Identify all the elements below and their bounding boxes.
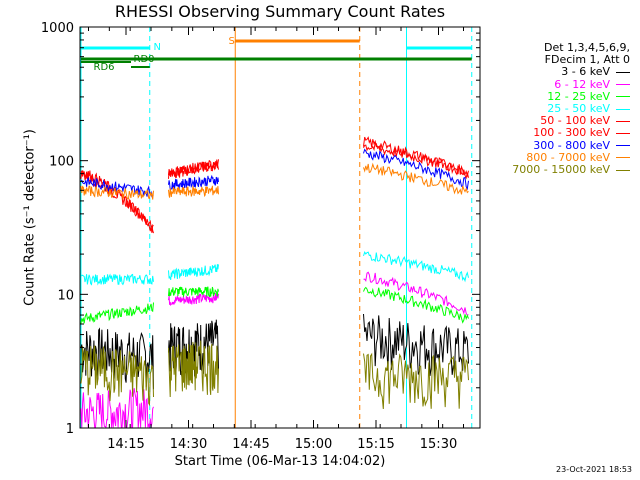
series-trace (168, 174, 219, 191)
legend-entry-label: 7000 - 15000 keV (512, 163, 610, 177)
legend-entry-label: 100 - 300 keV (533, 126, 610, 140)
series-trace (168, 286, 219, 297)
series-trace (168, 340, 219, 398)
legend-swatch (616, 96, 630, 98)
series-trace (363, 148, 469, 191)
series-trace (168, 161, 219, 179)
chart-title: RHESSI Observing Summary Count Rates (114, 2, 446, 21)
plot-frame (79, 26, 481, 429)
annotation-n: N (154, 42, 161, 53)
legend-swatch (616, 145, 630, 147)
legend-entry: 100 - 300 keV (470, 127, 630, 139)
legend-entry-label: 300 - 800 keV (533, 138, 610, 152)
legend-header-line-2: FDecim 1, Att 0 (544, 53, 630, 67)
series-trace (80, 185, 154, 201)
legend-entry: 300 - 800 keV (470, 138, 630, 152)
legend-entry: 50 - 100 keV (470, 115, 630, 127)
legend-entry-label: 25 - 50 keV (547, 102, 610, 116)
legend-entry-label: 12 - 25 keV (547, 89, 610, 103)
legend-header-line-1: Det 1,3,4,5,6,9, (543, 41, 630, 54)
legend-entry: 6 - 12 keV (470, 77, 630, 91)
series-trace (168, 319, 219, 378)
series-trace (168, 264, 219, 281)
series-trace (80, 388, 154, 429)
x-tick-label: 15:30 (420, 437, 457, 452)
x-axis-label: Start Time (06-Mar-13 14:04:02) (174, 454, 386, 469)
series-trace (80, 170, 154, 233)
legend-swatch (616, 132, 630, 134)
series-trace (363, 251, 469, 283)
series-trace (363, 352, 469, 410)
legend-swatch (616, 120, 630, 122)
legend-swatch (616, 157, 630, 159)
series-trace (168, 184, 219, 198)
series-trace (168, 292, 219, 307)
y-tick-label: 10 (57, 288, 74, 303)
series-trace (80, 170, 154, 234)
legend-swatch (616, 108, 630, 110)
legend-entry-label: 3 - 6 keV (561, 65, 610, 79)
series-trace (363, 313, 469, 377)
series-trace (80, 177, 154, 198)
series-trace (363, 162, 469, 195)
series-trace (363, 136, 469, 180)
legend-entry: 7000 - 15000 keV (470, 163, 630, 177)
series-trace (168, 159, 219, 177)
x-tick-label: 15:00 (295, 437, 332, 452)
legend-entry: 25 - 50 keV (470, 102, 630, 116)
legend-entry: 800 - 7000 keV (470, 150, 630, 164)
series-trace (363, 271, 469, 316)
y-tick-label: 1 (66, 422, 74, 437)
annotation-s: S (229, 36, 235, 47)
legend-swatch (616, 169, 630, 171)
y-tick-label: 100 (49, 155, 74, 170)
x-tick-label: 15:15 (357, 437, 394, 452)
legend-swatch (616, 84, 630, 86)
legend-entry-label: 800 - 7000 keV (526, 150, 610, 164)
timestamp-stamp: 23-Oct-2021 18:53 (556, 465, 632, 474)
legend-swatch (616, 71, 630, 73)
legend-entry: 12 - 25 keV (470, 89, 630, 103)
y-tick-label: 1000 (41, 21, 74, 36)
legend-entry-label: 50 - 100 keV (540, 114, 610, 128)
annotation-rd6: RD6 (94, 62, 115, 73)
y-axis-label: Count Rate (s⁻¹ detector⁻¹) (22, 129, 38, 306)
series-trace (80, 273, 154, 286)
x-tick-label: 14:15 (107, 437, 144, 452)
x-tick-label: 14:30 (170, 437, 207, 452)
series-trace (80, 302, 154, 324)
legend: Det 1,3,4,5,6,9, FDecim 1, Att 0 3 - 6 k… (470, 41, 630, 177)
x-tick-label: 14:45 (232, 437, 269, 452)
series-trace (363, 286, 469, 324)
legend-entry-label: 6 - 12 keV (554, 77, 610, 91)
annotation-rd0: RD0 (134, 54, 155, 65)
legend-entry: 3 - 6 keV (470, 66, 630, 78)
series-trace (80, 345, 154, 407)
